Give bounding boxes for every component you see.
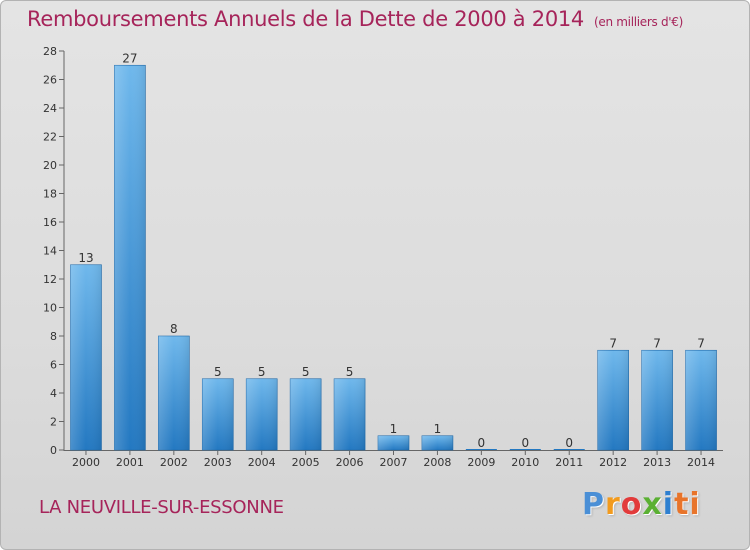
x-tick-label: 2006 [336,456,364,469]
bars [70,64,717,451]
data-label: 7 [653,336,661,350]
proxiti-logo[interactable]: Proxiti [582,487,701,522]
data-label: 1 [434,422,442,436]
x-tick-label: 2009 [467,456,495,469]
x-tick-label: 2010 [511,456,539,469]
data-label: 5 [346,365,354,379]
chart-title-unit: (en milliers d'€) [594,15,684,29]
bar-highlight [597,350,629,450]
data-label: 5 [302,365,310,379]
logo-letter: i [662,487,675,522]
x-tick-label: 2007 [380,456,408,469]
y-tick-label: 26 [43,74,57,87]
chart-title-main: Remboursements Annuels de la Dette de 20… [27,7,584,31]
y-tick-label: 6 [50,359,57,372]
y-tick-label: 18 [43,188,57,201]
y-tick-label: 2 [50,416,57,429]
x-tick-label: 2000 [72,456,100,469]
x-tick-label: 2003 [204,456,232,469]
y-tick-label: 8 [50,330,57,343]
bar-highlight [334,378,366,450]
bar-highlight [246,378,278,450]
bar-highlight [158,336,190,450]
data-label: 5 [214,365,222,379]
logo-letter: ti [674,487,701,522]
bar [553,449,585,450]
x-tick-label: 2002 [160,456,188,469]
bar-highlight [641,350,673,450]
x-tick-label: 2005 [292,456,320,469]
y-tick-label: 4 [50,387,57,400]
data-labels: 13 27 8 5 5 5 5 1 1 0 0 0 7 7 7 [78,51,705,450]
data-label: 7 [609,336,617,350]
commune-name: LA NEUVILLE-SUR-ESSONNE [39,497,284,518]
bar-highlight [290,378,322,450]
x-tick-label: 2008 [423,456,451,469]
data-label: 0 [521,436,529,450]
y-tick-label: 14 [43,245,57,258]
x-tick-label: 2001 [116,456,144,469]
y-tick-label: 0 [50,444,57,457]
x-axis: 2000 2001 2002 2003 2004 2005 2006 2007 2008 2009… [64,450,723,469]
data-label: 5 [258,365,266,379]
data-label: 1 [390,422,398,436]
bar-highlight [70,264,102,450]
x-tick-label: 2012 [599,456,627,469]
data-label: 0 [565,436,573,450]
y-tick-label: 28 [43,45,57,58]
chart-title: Remboursements Annuels de la Dette de 20… [27,7,683,31]
bar [509,449,541,450]
x-tick-label: 2004 [248,456,276,469]
data-label: 0 [478,436,486,450]
y-tick-label: 12 [43,273,57,286]
bar-highlight [114,65,146,450]
data-label: 13 [78,251,93,265]
data-label: 7 [697,336,705,350]
y-tick-label: 22 [43,131,57,144]
logo-letter: P [582,487,605,522]
bar-highlight [421,435,453,450]
data-label: 27 [122,51,137,65]
x-tick-label: 2013 [643,456,671,469]
logo-letter: r [605,487,621,522]
bar [465,449,497,450]
bar-highlight [685,350,717,450]
y-tick-label: 20 [43,159,57,172]
bar-highlight [202,378,234,450]
logo-letter: x [642,487,663,522]
x-tick-label: 2014 [687,456,715,469]
logo-letter: o [620,487,643,522]
x-tick-label: 2011 [555,456,583,469]
y-tick-label: 10 [43,302,57,315]
y-tick-label: 16 [43,216,57,229]
bar-highlight [378,435,409,450]
data-label: 8 [170,322,178,336]
y-tick-label: 24 [43,102,57,115]
